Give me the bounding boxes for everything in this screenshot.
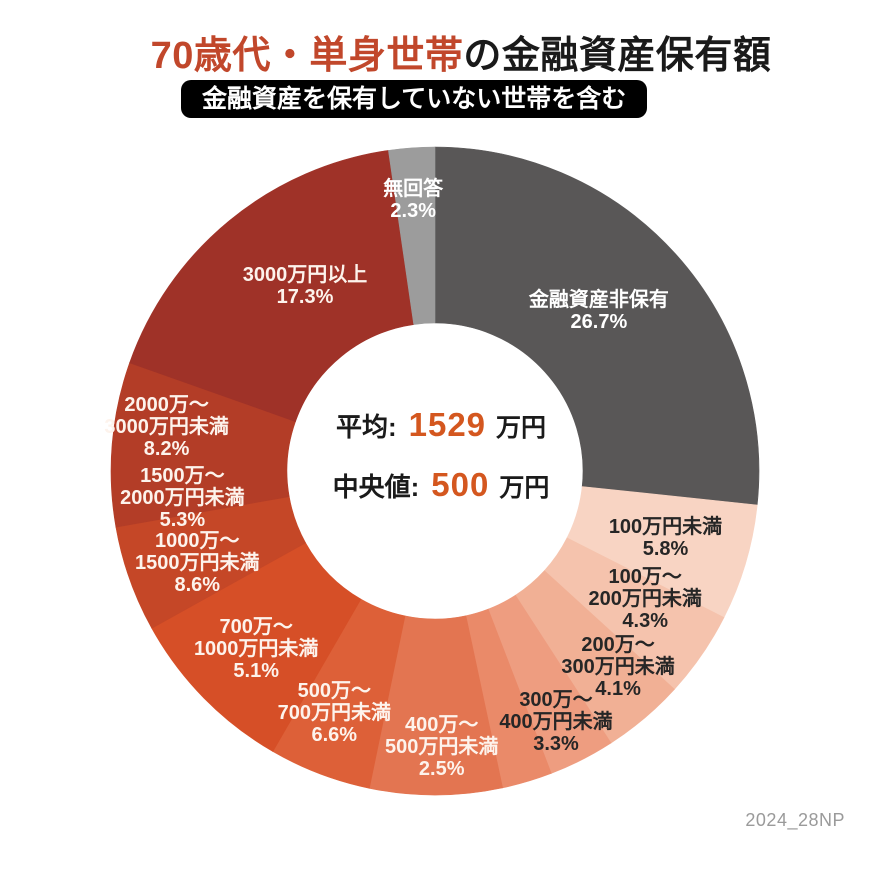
page-title: 70歳代・単身世帯の金融資産保有額: [26, 24, 870, 79]
mean-row: 平均: 1529 万円: [336, 406, 546, 444]
page-title-rest: の金融資産保有額: [463, 35, 772, 77]
donut-slice-12: [129, 150, 415, 422]
donut-slice-1: [434, 146, 760, 506]
page-title-highlight: 70歳代・単身世帯: [150, 35, 464, 77]
median-label: 中央値:: [332, 472, 420, 502]
median-unit: 万円: [499, 474, 550, 502]
center-annotations: 平均: 1529 万円 中央値: 500 万円: [6, 406, 870, 504]
mean-label: 平均:: [335, 412, 397, 442]
mean-unit: 万円: [496, 414, 547, 442]
median-row: 中央値: 500 万円: [333, 466, 550, 504]
median-value: 500: [431, 466, 490, 503]
mean-value: 1529: [408, 406, 487, 443]
donut-slice-13: [388, 146, 436, 325]
subtitle-badge: 金融資産を保有していない世帯を含む: [181, 80, 648, 118]
watermark: 2024_28NP: [745, 810, 845, 830]
